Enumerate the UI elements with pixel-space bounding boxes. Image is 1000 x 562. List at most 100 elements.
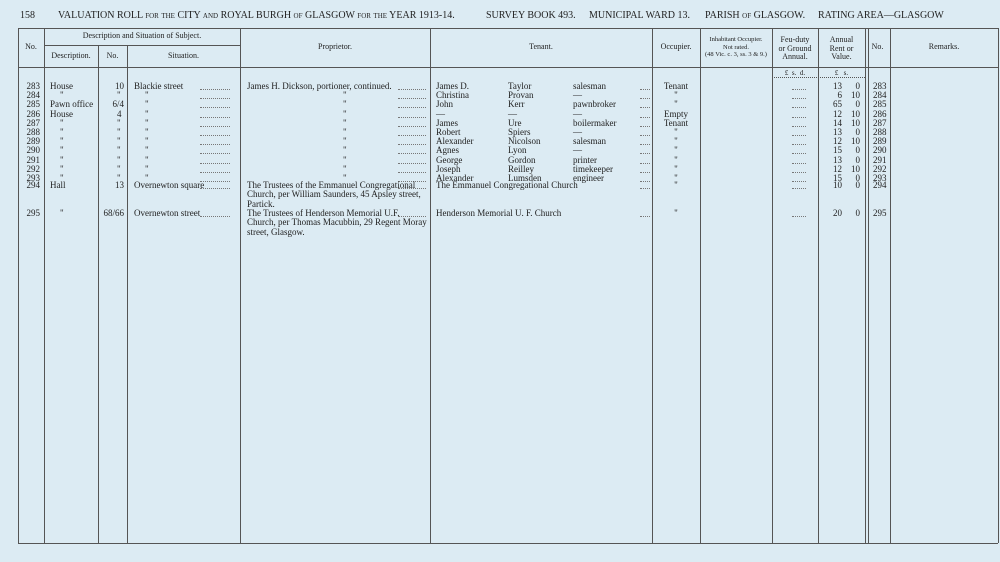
ward: MUNICIPAL WARD 13. <box>589 10 691 21</box>
cell: House <box>50 108 73 119</box>
leader <box>792 116 806 118</box>
cell: 12 <box>833 163 842 174</box>
cell: " <box>343 163 347 174</box>
cell: " <box>145 99 149 110</box>
cell: " <box>117 163 121 174</box>
cell: " <box>117 145 121 156</box>
cell: Reilley <box>508 163 534 174</box>
cell: Provan <box>508 90 534 101</box>
cell: 286 <box>873 108 887 119</box>
cell: The Trustees of Henderson Memorial U.F. … <box>247 208 427 237</box>
column-header: No. <box>25 42 37 51</box>
cell: Henderson Memorial U. F. Church <box>436 208 562 218</box>
cell: " <box>343 154 347 165</box>
cell: " <box>117 90 121 101</box>
cell: printer <box>573 154 597 165</box>
cell: 288 <box>26 127 41 137</box>
leader <box>200 181 230 182</box>
header-line: (48 Vic. c. 3, ss. 3 & 9.) <box>705 51 767 58</box>
cell: boilermaker <box>573 117 617 128</box>
rule <box>18 543 998 544</box>
cell: 0 <box>855 173 861 183</box>
cell: 293 <box>873 173 887 183</box>
cell: 0 <box>855 154 861 165</box>
cell: 295 <box>26 208 41 218</box>
leader <box>398 135 426 136</box>
cell: 292 <box>26 163 41 174</box>
column-header: No. <box>106 51 119 60</box>
cell: " <box>145 127 149 137</box>
cell: Lyon <box>508 145 527 156</box>
cell: 283 <box>26 81 41 91</box>
cell: 289 <box>873 136 887 147</box>
cell: " <box>117 127 121 137</box>
leader <box>640 125 650 127</box>
cell: 10 <box>851 108 860 119</box>
cell: " <box>343 173 347 183</box>
leader <box>398 144 426 146</box>
cell: " <box>343 108 347 119</box>
cell: timekeeper <box>573 163 613 174</box>
cell: 12 <box>833 108 842 119</box>
cell: " <box>674 180 678 190</box>
cell: 292 <box>873 163 887 174</box>
leader <box>640 144 650 146</box>
cell: Nicolson <box>508 136 541 147</box>
column-rule <box>890 28 891 543</box>
cell: " <box>145 145 149 156</box>
cell: The Emmanuel Congregational Church <box>436 180 578 190</box>
cell: " <box>343 127 347 137</box>
header-line: Not rated. <box>723 43 749 51</box>
cell: John <box>436 99 454 110</box>
leader <box>398 89 426 90</box>
cell: Alexander <box>436 173 474 183</box>
column-header: Situation. <box>168 51 199 60</box>
leader <box>398 116 426 118</box>
cell: — <box>508 108 517 119</box>
cell: salesman <box>573 136 606 147</box>
rule <box>44 45 240 46</box>
cell: " <box>60 163 64 174</box>
cell: Christina <box>436 90 469 101</box>
cell: " <box>145 163 149 174</box>
cell: Tenant <box>663 117 689 128</box>
leader <box>398 98 426 100</box>
column-rule <box>44 28 45 543</box>
leader <box>640 89 650 90</box>
header-line: Feu-duty <box>780 35 810 44</box>
cell: 295 <box>873 208 887 218</box>
cell: pawnbroker <box>573 99 616 110</box>
header-line: Value. <box>831 52 852 61</box>
cell: 293 <box>26 173 41 183</box>
cell: James <box>436 117 458 128</box>
cell: salesman <box>573 81 606 91</box>
column-header: Occupier. <box>660 42 692 51</box>
column-rule <box>865 28 866 543</box>
cell: 4 <box>117 108 122 119</box>
leader <box>200 171 230 173</box>
column-rule <box>98 45 99 543</box>
cell: " <box>343 99 347 110</box>
leader <box>640 98 650 100</box>
column-rule <box>127 45 128 543</box>
leader <box>640 216 650 217</box>
cell: " <box>60 173 64 183</box>
column-header: Tenant. <box>529 42 553 51</box>
cell: " <box>60 145 64 156</box>
leader <box>640 171 650 173</box>
cell: " <box>60 208 64 218</box>
cell: 15 <box>833 145 842 156</box>
leader <box>792 107 806 109</box>
leader <box>792 125 806 127</box>
cell: 13 <box>833 127 842 137</box>
header-line: Inhabitant Occupier. <box>709 36 763 43</box>
cell: Spiers <box>508 127 531 137</box>
column-header: Proprietor. <box>318 42 352 51</box>
cell: 0 <box>855 99 861 110</box>
cell: 284 <box>26 90 41 101</box>
column-rule <box>772 28 773 543</box>
cell: 0 <box>855 145 861 156</box>
cell: House <box>50 81 73 91</box>
cell: " <box>343 145 347 156</box>
header-line: Annual <box>829 35 854 44</box>
